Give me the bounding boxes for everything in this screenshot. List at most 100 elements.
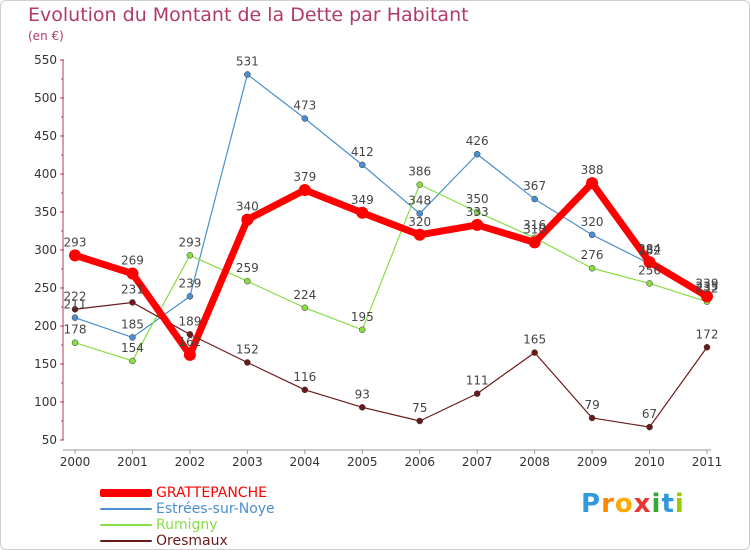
data-label: 111 (466, 374, 489, 388)
data-label: 531 (236, 54, 259, 68)
data-point (186, 331, 194, 338)
data-point (586, 177, 599, 190)
data-label: 293 (64, 235, 87, 249)
data-point (471, 218, 484, 231)
data-label: 152 (236, 342, 259, 356)
data-label: 231 (121, 282, 144, 296)
data-point (301, 304, 309, 312)
x-tick-label: 2001 (117, 455, 148, 469)
legend-label: Rumigny (156, 517, 218, 533)
y-tick-label: 300 (34, 243, 57, 257)
data-point (241, 213, 254, 226)
data-point (356, 206, 369, 219)
series-line (74, 301, 708, 428)
data-point (71, 314, 79, 321)
y-tick-label: 150 (34, 357, 57, 371)
data-label: 79 (584, 398, 599, 412)
y-tick-label: 550 (34, 53, 57, 67)
data-label: 282 (638, 244, 661, 258)
x-tick-label: 2000 (60, 455, 91, 469)
data-label: 239 (178, 276, 201, 290)
data-point (183, 348, 196, 361)
proxiti-logo: Proxiti (581, 489, 685, 519)
data-label: 412 (351, 145, 374, 159)
data-label: 284 (638, 242, 661, 256)
data-point (588, 264, 596, 272)
x-tick-label: 2006 (404, 455, 435, 469)
series-line (74, 73, 708, 338)
data-point (359, 161, 366, 169)
data-point (588, 231, 596, 239)
data-label: 189 (178, 314, 201, 328)
legend-swatch (100, 489, 152, 497)
x-tick-label: 2002 (175, 455, 206, 469)
data-point (588, 414, 596, 422)
logo-letter: i (651, 489, 662, 519)
y-tick-label: 350 (34, 205, 57, 219)
data-label: 154 (121, 341, 144, 355)
data-label: 310 (523, 222, 546, 236)
data-label: 232 (696, 282, 719, 296)
data-point (473, 150, 481, 158)
x-tick-label: 2008 (519, 455, 550, 469)
x-tick-label: 2010 (634, 455, 665, 469)
data-label: 379 (293, 170, 316, 184)
data-label: 316 (523, 218, 546, 232)
logo-letter: r (601, 489, 615, 519)
chart-axes: 50 100 150 200 250 300 350 400 450 500 550 2000 2001… (34, 53, 722, 469)
chart-legend: GRATTEPANCHE Estrées-sur-Noye Rumigny Oresm… (100, 485, 275, 549)
logo-letter: t (661, 489, 675, 519)
legend-label: GRATTEPANCHE (156, 485, 267, 501)
data-point (186, 293, 194, 300)
data-label: 256 (638, 263, 661, 277)
data-point (359, 326, 366, 334)
legend-item: Oresmaux (100, 533, 275, 549)
data-label: 269 (121, 254, 144, 268)
data-label: 235 (696, 279, 719, 293)
data-point (126, 267, 139, 280)
data-label: 320 (581, 215, 604, 229)
data-label: 349 (351, 193, 374, 207)
data-label: 473 (293, 99, 316, 113)
data-label: 165 (523, 333, 546, 347)
x-tick-label: 2011 (692, 455, 723, 469)
data-point (129, 357, 136, 365)
data-label: 340 (236, 200, 259, 214)
data-point (528, 236, 541, 249)
data-label: 222 (64, 289, 87, 303)
data-label: 348 (408, 194, 431, 208)
data-point (416, 181, 423, 188)
y-tick-label: 200 (34, 319, 57, 333)
data-point (531, 349, 538, 356)
data-point (646, 280, 653, 287)
data-label: 320 (408, 215, 431, 229)
data-point (531, 195, 538, 203)
data-point (298, 183, 311, 196)
legend-item: Estrées-sur-Noye (100, 501, 275, 517)
data-point (129, 299, 136, 306)
y-tick-label: 400 (34, 167, 57, 181)
data-point (416, 210, 423, 217)
data-label: 367 (523, 179, 546, 193)
data-point (301, 386, 309, 394)
data-point (473, 208, 481, 216)
data-label: 211 (64, 298, 87, 312)
data-label: 224 (293, 288, 316, 302)
chart-title: Evolution du Montant de la Dette par Hab… (28, 4, 469, 26)
data-label: 162 (178, 335, 201, 349)
legend-label: Estrées-sur-Noye (156, 501, 275, 517)
data-point (71, 339, 79, 346)
logo-letter: P (581, 489, 602, 519)
data-label: 185 (121, 317, 144, 331)
data-label: 293 (178, 235, 201, 249)
data-point (643, 256, 656, 269)
y-tick-label: 500 (34, 91, 57, 105)
data-point (244, 277, 251, 285)
legend-item: GRATTEPANCHE (100, 485, 275, 501)
data-point (244, 359, 251, 366)
data-label: 75 (412, 401, 427, 415)
data-point (244, 71, 251, 78)
y-tick-label: 450 (34, 129, 57, 143)
legend-label: Oresmaux (156, 533, 228, 549)
